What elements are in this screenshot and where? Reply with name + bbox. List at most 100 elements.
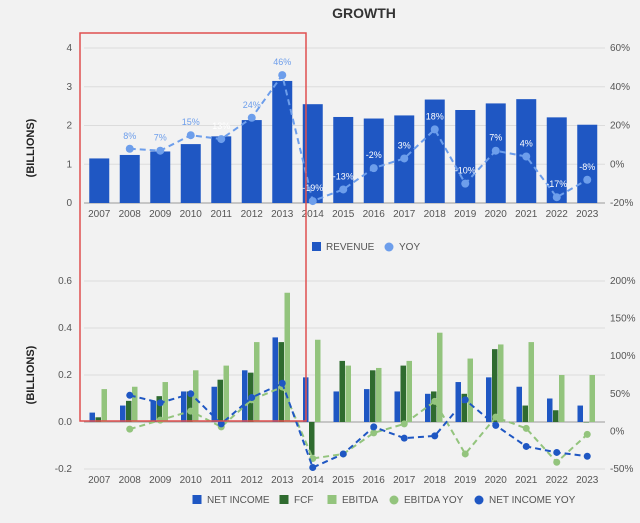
yoy-point — [461, 179, 470, 188]
revenue-bar — [272, 80, 293, 203]
revenue-bar — [150, 151, 171, 203]
top-x-tick: 2014 — [302, 209, 325, 220]
ebitda-bar — [467, 358, 473, 422]
net-income-yoy-point — [583, 452, 591, 460]
yoy-data-label: 13% — [212, 121, 230, 131]
revenue-bar — [455, 110, 476, 203]
ebitda-yoy-point — [461, 450, 469, 458]
net-income-yoy-point — [492, 421, 500, 429]
legend-swatch-fcf — [279, 495, 289, 504]
top-y-tick: 1 — [66, 159, 72, 170]
revenue-bar — [89, 158, 110, 203]
top-x-tick: 2018 — [424, 209, 447, 220]
top-y2-tick: 0% — [610, 159, 625, 170]
yoy-point — [430, 125, 439, 134]
yoy-data-label: 7% — [154, 133, 167, 143]
yoy-point — [156, 146, 165, 155]
net-income-bar — [242, 370, 248, 422]
yoy-data-label: -19% — [302, 183, 323, 193]
top-y-tick: 2 — [66, 121, 72, 132]
revenue-chart: 0 1 2 3 4 -20% 0% 20% 40% 60% 2007 2008 2009 2010 2011… — [66, 43, 633, 253]
top-x-tick: 2017 — [393, 209, 416, 220]
net-income-bar — [120, 405, 126, 422]
net-income-bar — [272, 337, 278, 422]
top-y-axis-title: (BILLIONS) — [25, 118, 37, 177]
legend-swatch-yoy — [384, 242, 394, 252]
fcf-bar — [309, 422, 315, 455]
yoy-data-label: -2% — [366, 150, 382, 160]
fcf-bar — [583, 422, 589, 423]
legend-label-yoy: YOY — [399, 242, 420, 253]
top-x-tick: 2021 — [515, 209, 538, 220]
ebitda-bar — [589, 375, 595, 422]
yoy-point — [369, 164, 378, 173]
net-income-bar — [333, 391, 339, 422]
bottom-x-tick: 2014 — [302, 475, 325, 486]
yoy-data-label: -13% — [333, 171, 354, 181]
ebitda-yoy-point — [370, 429, 378, 437]
legend-label-ebitda: EBITDA — [342, 495, 378, 506]
ebitda-bar — [528, 342, 534, 422]
revenue-bar — [516, 99, 537, 203]
bottom-x-tick: 2012 — [241, 475, 264, 486]
net-income-yoy-point — [156, 399, 164, 407]
ebitda-bar — [101, 389, 107, 422]
ebitda-bar — [284, 292, 290, 422]
legend-swatch-ebitda-yoy — [389, 495, 399, 505]
top-x-tick: 2022 — [546, 209, 569, 220]
legend-swatch-ebitda — [327, 495, 337, 504]
net-income-bar — [150, 400, 156, 422]
legend-swatch-revenue — [312, 242, 321, 251]
yoy-data-label: -10% — [455, 166, 476, 176]
revenue-bar — [241, 120, 262, 203]
bottom-x-tick: 2015 — [332, 475, 355, 486]
ebitda-yoy-point — [583, 430, 591, 438]
yoy-data-label: 4% — [520, 139, 533, 149]
net-income-yoy-point — [553, 448, 561, 456]
fcf-bar — [461, 393, 467, 422]
fcf-bar — [400, 365, 406, 422]
net-income-yoy-point — [217, 420, 225, 428]
top-x-tick: 2009 — [149, 209, 172, 220]
net-income-bar — [455, 382, 461, 422]
yoy-data-label: 7% — [489, 133, 502, 143]
fcf-bar — [370, 370, 376, 422]
bottom-y2-tick: -50% — [610, 464, 633, 475]
top-x-tick: 2023 — [576, 209, 599, 220]
net-income-bar — [181, 391, 187, 422]
fcf-bar — [187, 391, 193, 422]
bottom-x-tick: 2020 — [485, 475, 508, 486]
net-income-bar — [211, 386, 217, 422]
legend-label-fcf: FCF — [294, 495, 313, 506]
fcf-bar — [156, 396, 162, 422]
net-income-bar — [394, 391, 400, 422]
top-x-tick: 2007 — [88, 209, 111, 220]
top-x-tick: 2015 — [332, 209, 355, 220]
bottom-y2-tick: 150% — [610, 314, 636, 325]
bottom-y2-tick: 200% — [610, 276, 636, 287]
top-y2-tick: 40% — [610, 82, 630, 93]
net-income-yoy-point — [461, 396, 469, 404]
bottom-x-tick: 2008 — [119, 475, 142, 486]
yoy-data-label: 46% — [273, 57, 291, 67]
ebitda-yoy-point — [400, 420, 408, 428]
bottom-x-tick: 2016 — [363, 475, 386, 486]
yoy-point — [491, 146, 500, 155]
yoy-point — [339, 185, 348, 194]
net-income-yoy-point — [126, 391, 134, 399]
yoy-point — [125, 144, 134, 153]
legend-swatch-net-income-yoy — [474, 495, 484, 505]
revenue-bar — [180, 144, 201, 203]
bottom-y2-tick: 0% — [610, 426, 625, 437]
ebitda-yoy-point — [156, 416, 164, 424]
net-income-bar — [547, 398, 553, 422]
ebitda-bar — [315, 339, 321, 422]
bottom-y2-tick: 50% — [610, 389, 630, 400]
income-chart: -0.2 0.0 0.2 0.4 0.6 -50% 0% 50% 100% 150% 200% 200… — [55, 276, 636, 506]
bottom-x-tick: 2017 — [393, 475, 416, 486]
fcf-bar — [553, 410, 559, 422]
net-income-yoy-point — [431, 432, 439, 440]
fcf-bar — [339, 360, 345, 422]
bottom-y-tick: 0.6 — [58, 276, 72, 287]
